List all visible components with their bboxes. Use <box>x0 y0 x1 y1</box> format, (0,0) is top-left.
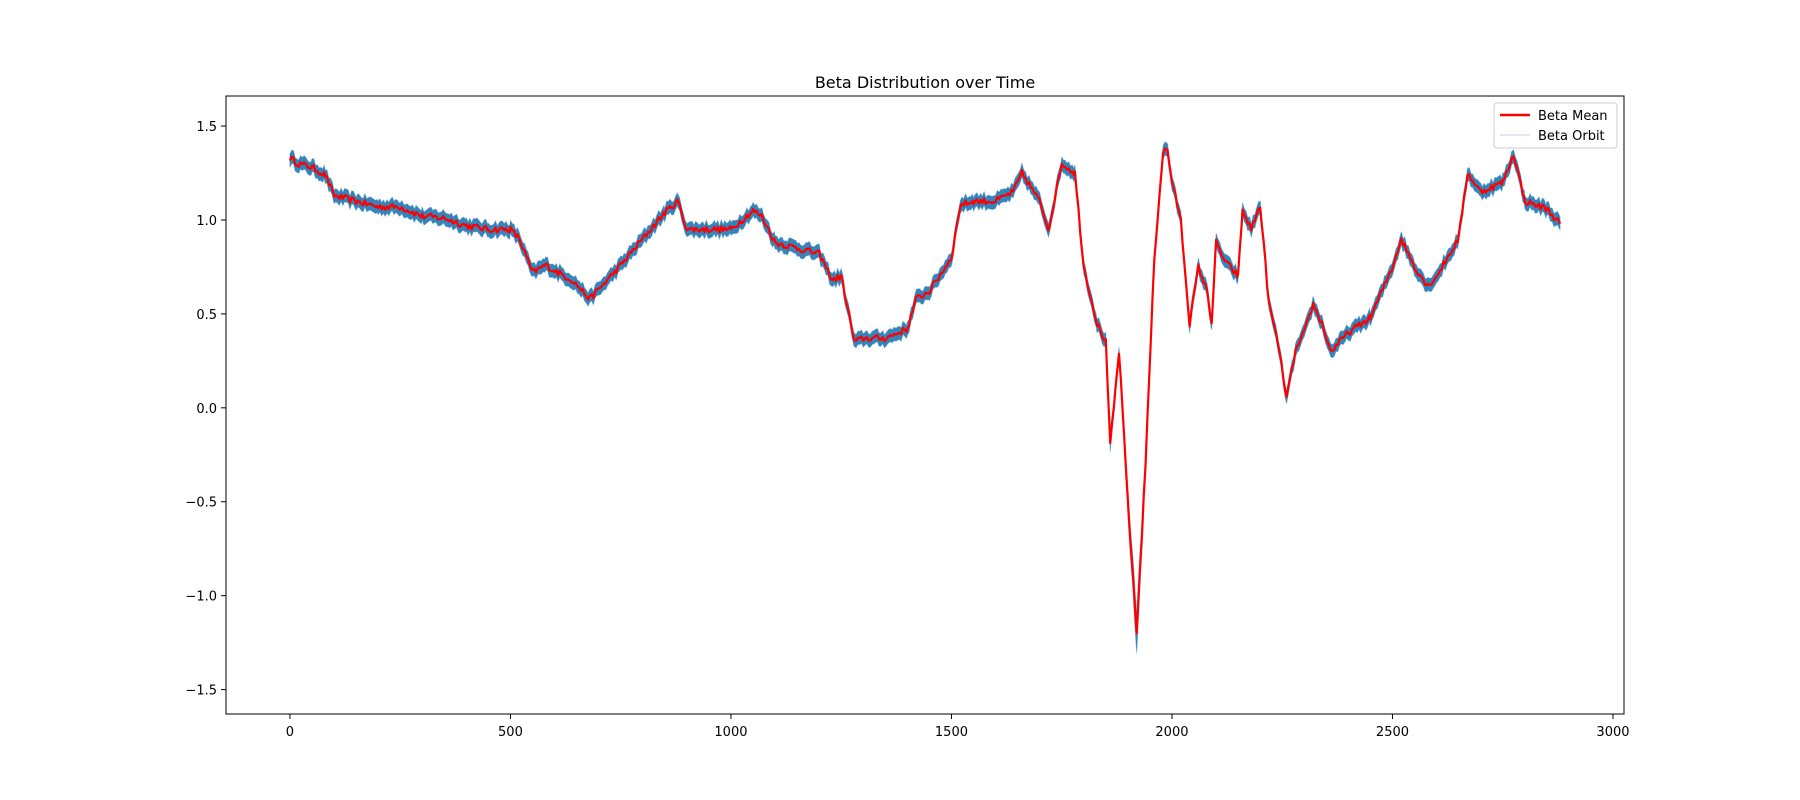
y-tick-label: 0.5 <box>196 308 217 323</box>
beta-orbit-band <box>289 141 1561 654</box>
x-tick-label: 500 <box>498 725 523 740</box>
beta-mean-line <box>288 147 1562 635</box>
axes-layer <box>225 95 1625 715</box>
x-tick-label: 2500 <box>1376 725 1409 740</box>
y-tick-label: 0.0 <box>196 402 217 417</box>
legend-label-beta-mean: Beta Mean <box>1538 109 1608 124</box>
x-tick-label: 2000 <box>1155 725 1188 740</box>
x-tick-label: 1500 <box>935 725 968 740</box>
beta-orbit-band-layer <box>289 141 1561 654</box>
x-tick-label: 1000 <box>714 725 747 740</box>
legend-label-beta-orbit: Beta Orbit <box>1538 129 1605 144</box>
x-tick-label: 0 <box>286 725 294 740</box>
y-tick-label: 1.0 <box>196 214 217 229</box>
chart-title: Beta Distribution over Time <box>815 73 1035 92</box>
y-tick-label: 1.5 <box>196 120 217 135</box>
x-axis-ticks: 0 500 1000 1500 2000 2500 3000 <box>286 714 1630 740</box>
plot-frame <box>225 95 1625 715</box>
beta-mean-line-layer <box>288 147 1562 635</box>
y-tick-label: −1.5 <box>185 684 217 699</box>
y-tick-label: −1.0 <box>185 590 217 605</box>
legend: Beta Mean Beta Orbit <box>1493 102 1618 149</box>
x-tick-label: 3000 <box>1596 725 1629 740</box>
y-axis-ticks: 1.5 1.0 0.5 0.0 −0.5 −1.0 −1.5 <box>185 120 226 699</box>
y-tick-label: −0.5 <box>185 496 217 511</box>
